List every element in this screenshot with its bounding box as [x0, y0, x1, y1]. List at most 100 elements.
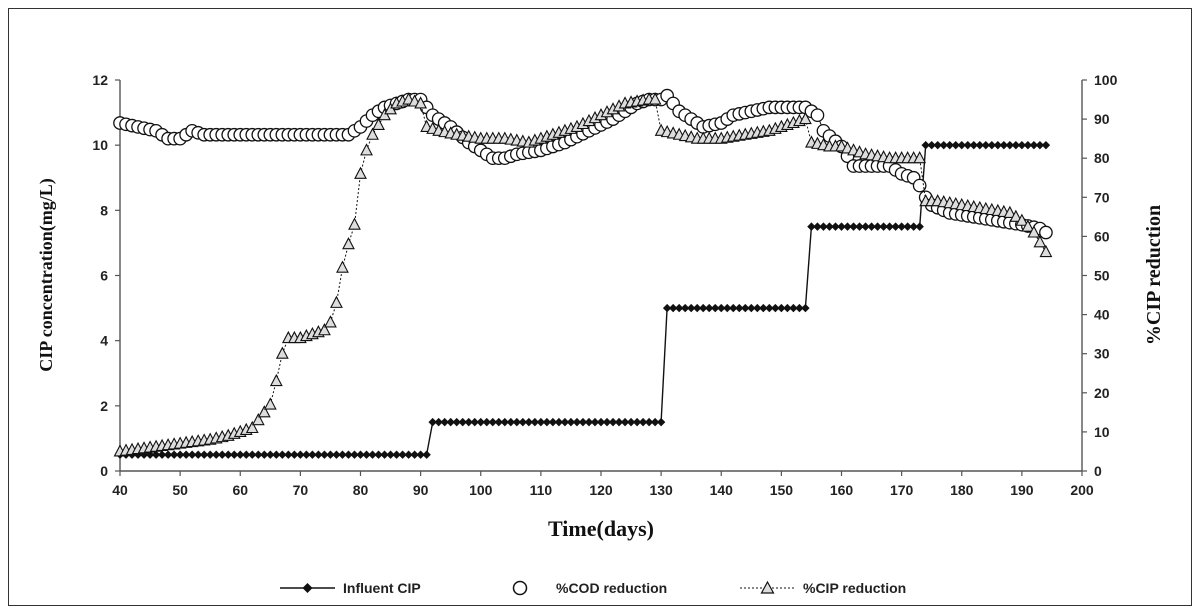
- data-point: [913, 151, 927, 164]
- data-point: [632, 417, 642, 427]
- x-tick-label: 130: [649, 482, 673, 498]
- y-tick-label: 10: [92, 137, 108, 153]
- data-point: [783, 303, 792, 313]
- data-point: [440, 417, 449, 427]
- y-tick-label: 4: [100, 333, 108, 349]
- data-point: [1015, 213, 1029, 226]
- data-point: [342, 237, 355, 250]
- data-point: [789, 303, 798, 313]
- data-point: [969, 140, 978, 150]
- x-tick-label: 160: [830, 482, 854, 498]
- data-point: [378, 108, 391, 121]
- axes: [115, 79, 1087, 476]
- data-point: [1029, 140, 1039, 150]
- data-point: [933, 140, 942, 150]
- data-point: [1039, 225, 1053, 240]
- data-point: [741, 303, 750, 313]
- data-point: [257, 405, 271, 418]
- data-point: [500, 417, 509, 427]
- data-point: [1011, 140, 1021, 150]
- data-point: [548, 417, 558, 427]
- data-point: [326, 450, 335, 459]
- data-point: [711, 303, 720, 313]
- data-point: [245, 420, 259, 434]
- data-point: [680, 303, 690, 313]
- data-point: [266, 450, 275, 459]
- data-point: [314, 450, 323, 459]
- data-point: [284, 450, 293, 459]
- data-point: [560, 417, 570, 427]
- data-point: [434, 417, 443, 427]
- data-point: [518, 417, 528, 427]
- data-point: [330, 295, 343, 308]
- data-point: [175, 450, 185, 459]
- series-line: [120, 144, 1046, 456]
- data-point: [494, 417, 503, 427]
- y2-tick-label: 60: [1094, 228, 1110, 244]
- triangle-marker-icon: [760, 580, 775, 594]
- data-point: [1041, 140, 1051, 150]
- data-point: [650, 417, 660, 427]
- data-point: [360, 143, 373, 156]
- data-point: [414, 96, 428, 109]
- data-point: [903, 222, 912, 231]
- y2-tick-label: 0: [1094, 463, 1102, 479]
- legend-item-cip-reduction: %CIP reduction: [740, 580, 906, 596]
- data-point: [566, 417, 576, 427]
- data-point: [199, 450, 209, 459]
- data-point: [254, 450, 263, 459]
- x-tick-label: 40: [112, 482, 128, 498]
- data-point: [951, 140, 960, 150]
- data-point: [885, 222, 894, 231]
- data-point: [963, 140, 972, 150]
- data-point: [181, 450, 191, 459]
- data-point: [1005, 140, 1015, 150]
- data-point: [248, 450, 257, 459]
- data-point: [344, 450, 353, 459]
- data-point: [759, 303, 768, 313]
- data-point: [578, 417, 588, 427]
- data-point: [1009, 209, 1023, 222]
- x-axis-title: Time(days): [548, 516, 654, 541]
- tick-labels: 40 50 60 70 80 90 100 110 120 130 140 150 160 170 180 1…: [92, 72, 1117, 498]
- data-point: [879, 222, 888, 231]
- series-cip-reduction: [113, 92, 1053, 457]
- data-point: [318, 323, 331, 336]
- data-point: [799, 111, 812, 125]
- data-point: [302, 450, 311, 459]
- data-point: [278, 450, 287, 459]
- series-influent-cip: [115, 140, 1051, 459]
- data-point: [187, 450, 197, 459]
- data-point: [410, 450, 419, 459]
- diamond-marker-icon: [302, 583, 313, 593]
- data-point: [205, 450, 215, 459]
- data-point: [145, 450, 155, 459]
- data-point: [384, 102, 397, 115]
- data-point: [807, 222, 816, 231]
- x-tick-label: 70: [293, 482, 309, 498]
- data-point: [320, 450, 329, 459]
- data-point: [831, 222, 840, 231]
- data-point: [975, 140, 984, 150]
- x-tick-label: 120: [589, 482, 613, 498]
- data-point: [470, 417, 479, 427]
- y2-tick-label: 20: [1094, 385, 1110, 401]
- data-point: [324, 315, 337, 328]
- data-point: [810, 108, 825, 123]
- data-point: [290, 450, 299, 459]
- data-point: [945, 140, 954, 150]
- data-point: [1021, 219, 1035, 232]
- data-point: [308, 450, 317, 459]
- data-point: [686, 303, 696, 313]
- data-point: [987, 140, 997, 150]
- data-point: [348, 217, 361, 230]
- y-tick-label: 12: [92, 72, 108, 88]
- data-point: [275, 346, 289, 359]
- data-point: [572, 417, 582, 427]
- legend-item-cod-reduction: %COD reduction: [512, 580, 667, 596]
- y-tick-label: 6: [100, 268, 108, 284]
- data-point: [648, 92, 662, 105]
- data-point: [506, 417, 516, 427]
- data-point: [795, 303, 804, 313]
- data-point: [909, 222, 918, 231]
